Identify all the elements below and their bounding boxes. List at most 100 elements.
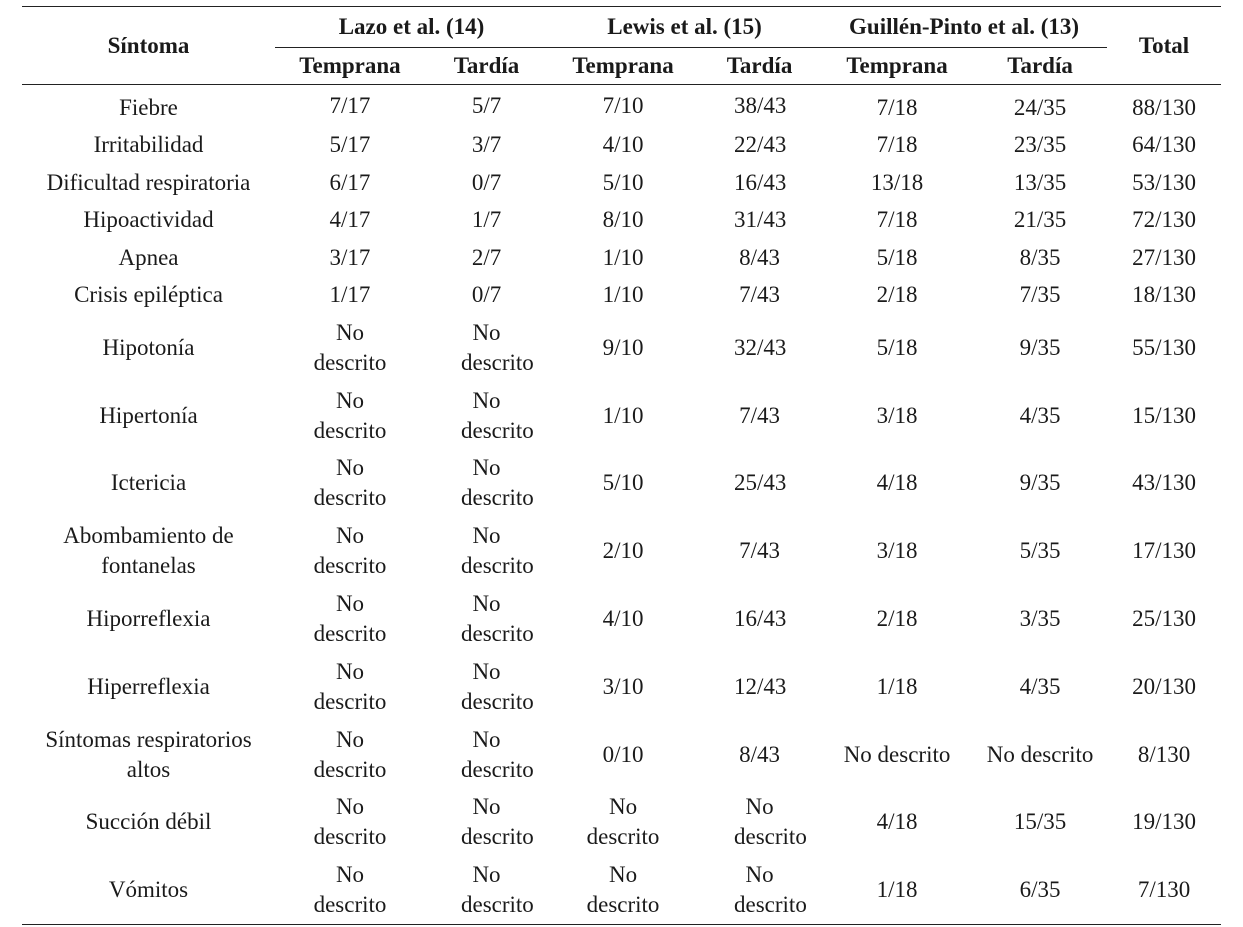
table-row: Ictericia No descrito No descrito 5/10 25/43… xyxy=(22,450,1221,518)
cell-lazo-early: 4/17 xyxy=(329,207,371,233)
cell-lewis-early: 1/10 xyxy=(602,402,644,428)
cell-lazo-early: No descrito xyxy=(313,591,387,647)
cell-guillen-early: 3/18 xyxy=(876,402,918,428)
table-row: Crisis epiléptica 1/17 0/7 1/10 7/43 2/18 7/35… xyxy=(22,277,1221,315)
cell-lewis-late: 38/43 xyxy=(734,92,787,118)
cell-total: 27/130 xyxy=(1132,244,1196,270)
cell-lewis-early: 1/10 xyxy=(602,282,644,308)
cell-lewis-early: No descrito xyxy=(586,862,660,918)
cell-total: 72/130 xyxy=(1132,207,1196,233)
cell-total: 20/130 xyxy=(1132,673,1196,699)
cell-lazo-late: No descrito xyxy=(461,387,534,443)
cell-lazo-late: No descrito xyxy=(461,455,534,511)
cell-lazo-early: No descrito xyxy=(313,523,387,579)
cell-lewis-early: 5/10 xyxy=(602,470,644,496)
table-row: Hiperreflexia No descrito No descrito 3/10 1… xyxy=(22,653,1221,721)
cell-symptom: Ictericia xyxy=(110,470,187,496)
header-sub-lazo-late: Tardía xyxy=(425,47,549,85)
cell-guillen-early: 2/18 xyxy=(876,606,918,632)
cell-lewis-early: 8/10 xyxy=(602,207,644,233)
cell-lewis-late: 8/43 xyxy=(739,741,780,767)
cell-guillen-early: No descrito xyxy=(843,741,951,767)
cell-lazo-early: No descrito xyxy=(313,455,387,511)
cell-lazo-early: 3/17 xyxy=(329,244,371,270)
cell-lazo-late: 3/7 xyxy=(471,132,502,158)
cell-lewis-late: 7/43 xyxy=(739,538,780,564)
table-row: Hipoactividad 4/17 1/7 8/10 31/43 7/18 21/35 72… xyxy=(22,202,1221,240)
cell-lazo-early: 5/17 xyxy=(329,132,371,158)
cell-lazo-late: 0/7 xyxy=(471,282,502,308)
table-row: Irritabilidad 5/17 3/7 4/10 22/43 7/18 23/35 64… xyxy=(22,127,1221,165)
cell-lewis-late: No descrito xyxy=(734,862,807,918)
cell-lazo-late: 5/7 xyxy=(471,92,502,118)
cell-total: 25/130 xyxy=(1132,606,1196,632)
cell-lazo-late: 0/7 xyxy=(471,169,502,195)
header-symptom: Síntoma xyxy=(22,6,275,85)
cell-guillen-early: 2/18 xyxy=(876,282,918,308)
cell-lewis-early: No descrito xyxy=(586,794,660,850)
header-sub-lazo-early: Temprana xyxy=(275,47,425,85)
cell-total: 8/130 xyxy=(1137,741,1191,767)
cell-symptom: Hiperreflexia xyxy=(87,673,210,699)
cell-symptom: Irritabilidad xyxy=(93,132,204,158)
cell-lazo-early: No descrito xyxy=(313,794,387,850)
cell-symptom: Hipoactividad xyxy=(83,207,214,233)
cell-lazo-late: 1/7 xyxy=(471,207,502,233)
cell-total: 55/130 xyxy=(1132,334,1196,360)
table-row: Apnea 3/17 2/7 1/10 8/43 5/18 8/35 27/130 xyxy=(22,239,1221,277)
cell-lazo-late: No descrito xyxy=(461,591,534,647)
cell-total: 64/130 xyxy=(1132,132,1196,158)
header-group-lewis: Lewis et al. (15) xyxy=(548,6,822,48)
cell-guillen-early: 4/18 xyxy=(876,470,918,496)
cell-lewis-early: 3/10 xyxy=(602,673,644,699)
cell-symptom: Crisis epiléptica xyxy=(74,282,223,308)
cell-lewis-late: 16/43 xyxy=(734,169,787,195)
cell-lewis-early: 0/10 xyxy=(602,741,644,767)
table-row: Hipertonía No descrito No descrito 1/10 7/43… xyxy=(22,382,1221,450)
cell-total: 19/130 xyxy=(1132,809,1196,835)
cell-lewis-early: 7/10 xyxy=(602,92,644,118)
cell-guillen-late: 4/35 xyxy=(1019,673,1061,699)
cell-lewis-early: 9/10 xyxy=(602,334,644,360)
table-row: Vómitos No descrito No descrito No descrito… xyxy=(22,856,1221,924)
cell-symptom: Dificultad respiratoria xyxy=(46,169,251,195)
cell-symptom: Síntomas respiratorios altos xyxy=(45,726,252,782)
cell-symptom: Apnea xyxy=(118,244,179,270)
cell-guillen-late: 4/35 xyxy=(1019,402,1061,428)
cell-lewis-late: 16/43 xyxy=(734,606,787,632)
cell-total: 15/130 xyxy=(1132,402,1196,428)
cell-lewis-late: 12/43 xyxy=(734,673,787,699)
cell-guillen-late: 7/35 xyxy=(1019,282,1061,308)
header-sub-guillen-late: Tardía xyxy=(973,47,1108,85)
cell-guillen-late: 8/35 xyxy=(1019,244,1061,270)
cell-total: 17/130 xyxy=(1132,538,1196,564)
cell-lazo-late: 2/7 xyxy=(471,244,502,270)
cell-lewis-early: 4/10 xyxy=(602,132,644,158)
cell-lazo-early: No descrito xyxy=(313,658,387,714)
cell-symptom: Hipotonía xyxy=(102,334,195,360)
cell-guillen-early: 7/18 xyxy=(876,94,918,120)
cell-symptom: Hiporreflexia xyxy=(86,606,211,632)
cell-guillen-late: 9/35 xyxy=(1019,334,1061,360)
header-sub-lewis-late: Tardía xyxy=(698,47,822,85)
symptoms-table: Síntoma Lazo et al. (14) Lewis et al. (1… xyxy=(22,6,1222,926)
table-row: Abombamiento de fontanelas No descrito No … xyxy=(22,517,1221,585)
cell-lewis-early: 1/10 xyxy=(602,244,644,270)
cell-lazo-early: No descrito xyxy=(313,319,387,375)
cell-guillen-early: 5/18 xyxy=(876,334,918,360)
cell-lewis-late: 7/43 xyxy=(739,282,780,308)
cell-guillen-early: 7/18 xyxy=(876,207,918,233)
cell-guillen-late: 15/35 xyxy=(1013,809,1067,835)
cell-lazo-late: No descrito xyxy=(461,862,534,918)
cell-lazo-early: No descrito xyxy=(313,387,387,443)
table-row: Fiebre 7/17 5/7 7/10 38/43 7/18 24/35 88/130 xyxy=(22,85,1221,127)
header-sub-guillen-early: Temprana xyxy=(821,47,974,85)
cell-symptom: Hipertonía xyxy=(99,402,198,428)
table-row: Síntomas respiratorios altos No descrito N… xyxy=(22,721,1221,789)
cell-lewis-late: 8/43 xyxy=(739,244,780,270)
table-row: Hipotonía No descrito No descrito 9/10 32/43… xyxy=(22,314,1221,382)
cell-total: 7/130 xyxy=(1137,877,1191,903)
cell-guillen-late: 9/35 xyxy=(1019,470,1061,496)
table-row: Succión débil No descrito No descrito No de… xyxy=(22,789,1221,857)
table-body: Fiebre 7/17 5/7 7/10 38/43 7/18 24/35 88/130 Irr… xyxy=(22,85,1221,925)
